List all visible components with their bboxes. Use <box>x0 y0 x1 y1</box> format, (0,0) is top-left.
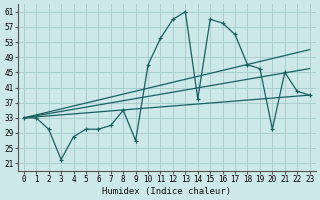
X-axis label: Humidex (Indice chaleur): Humidex (Indice chaleur) <box>102 187 231 196</box>
